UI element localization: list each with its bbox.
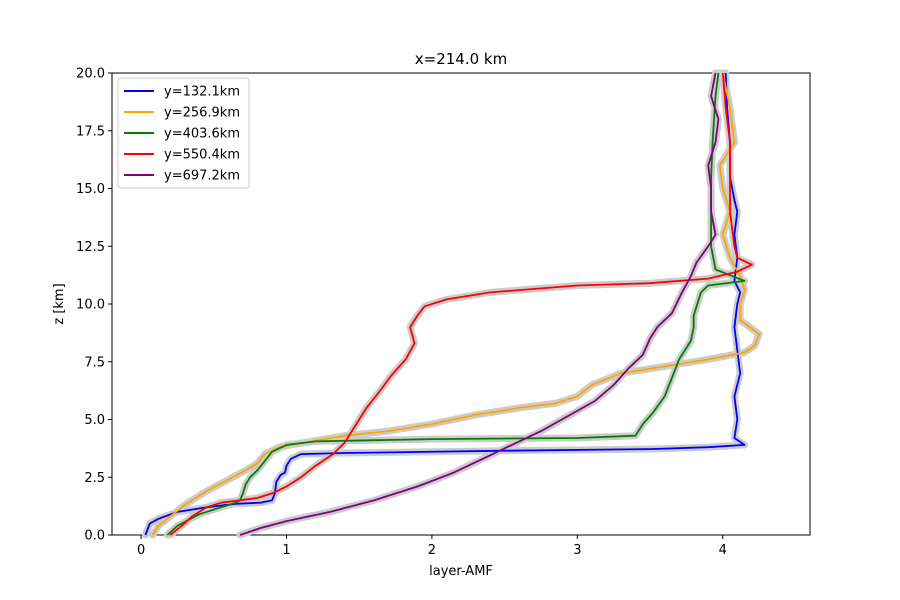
y-tick-label: 2.5 (84, 471, 105, 486)
y-tick-label: 7.5 (84, 355, 105, 370)
chart-title: x=214.0 km (415, 50, 507, 68)
legend-label-1: y=132.1km (164, 85, 240, 100)
x-tick-label: 3 (573, 543, 581, 558)
y-axis-label: z [km] (52, 283, 67, 324)
legend: y=132.1km y=256.9km y=403.6km y=550.4km y=69… (117, 77, 250, 189)
y-tick-label: 10.0 (76, 298, 105, 313)
x-axis-label: layer-AMF (429, 564, 493, 579)
x-axis: 0 1 2 3 4 (137, 535, 727, 558)
y-tick-label: 12.5 (76, 240, 105, 255)
y-tick-label: 0.0 (84, 529, 105, 544)
x-tick-label: 1 (282, 543, 290, 558)
series-line-1 (144, 72, 746, 536)
legend-label-5: y=697.2km (164, 169, 240, 184)
legend-label-2: y=256.9km (164, 106, 240, 121)
series-line-2 (151, 72, 760, 536)
series-line-4 (169, 72, 753, 536)
y-tick-label: 15.0 (76, 182, 105, 197)
y-axis: 0.0 2.5 5.0 7.5 10.0 12.5 15.0 17.5 20.0 (76, 67, 112, 544)
legend-label-4: y=550.4km (164, 148, 240, 163)
y-tick-label: 5.0 (84, 413, 105, 428)
y-tick-label: 20.0 (76, 67, 105, 82)
y-tick-label: 17.5 (76, 124, 105, 139)
x-tick-label: 2 (428, 543, 436, 558)
series-line-5 (239, 72, 720, 536)
x-tick-label: 0 (137, 543, 145, 558)
x-tick-label: 4 (719, 543, 727, 558)
series-line-3 (166, 72, 746, 536)
legend-label-3: y=403.6km (164, 127, 240, 142)
legend-box (117, 77, 250, 189)
series-lines (144, 72, 760, 536)
